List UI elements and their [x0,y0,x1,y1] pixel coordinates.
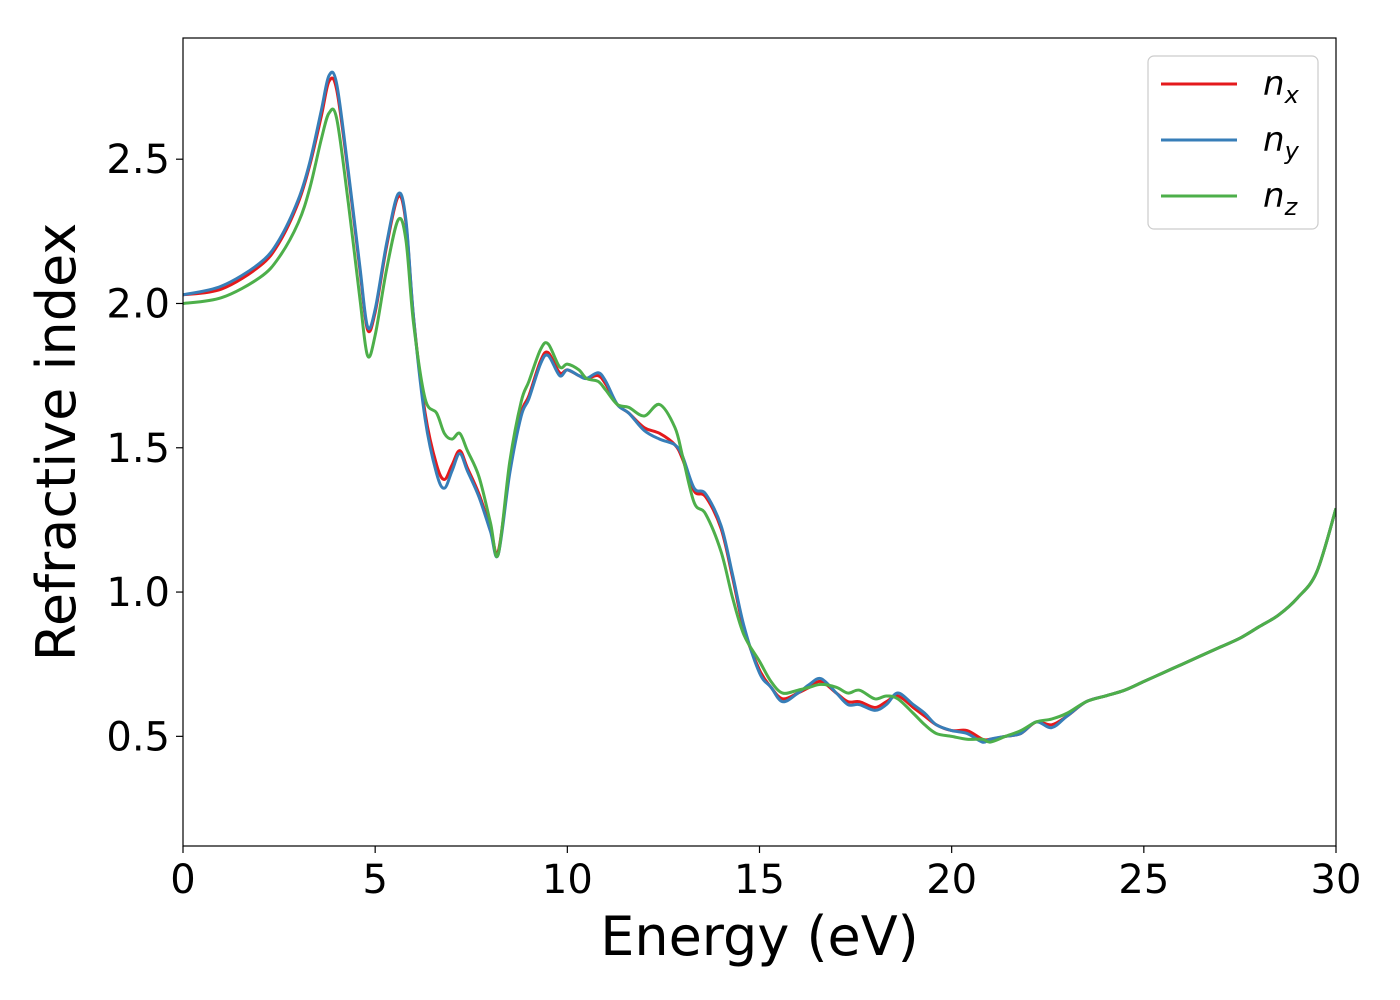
legend-label-y: ny [1263,120,1300,165]
y-tick-label: 1.0 [106,570,170,616]
x-axis-label: Energy (eV) [600,905,919,968]
x-axis: 0 5 10 15 20 25 30 [170,846,1361,903]
y-axis-label: Refractive index [25,223,88,662]
x-tick-label: 10 [542,857,593,903]
y-axis: 0.5 1.0 1.5 2.0 2.5 [106,137,183,760]
y-tick-label: 2.0 [106,281,170,327]
series-line-z [183,107,1336,744]
x-tick-label: 30 [1311,857,1362,903]
legend-box [1147,55,1319,230]
series-layer [183,70,1336,744]
x-tick-label: 15 [734,857,785,903]
y-tick-label: 1.5 [106,426,170,472]
x-tick-label: 25 [1118,857,1169,903]
x-tick-label: 20 [926,857,977,903]
y-tick-label: 0.5 [106,714,170,760]
legend-label-x: nx [1263,64,1300,109]
x-tick-label: 0 [170,857,195,903]
y-tick-label: 2.5 [106,137,170,183]
x-tick-label: 5 [362,857,387,903]
